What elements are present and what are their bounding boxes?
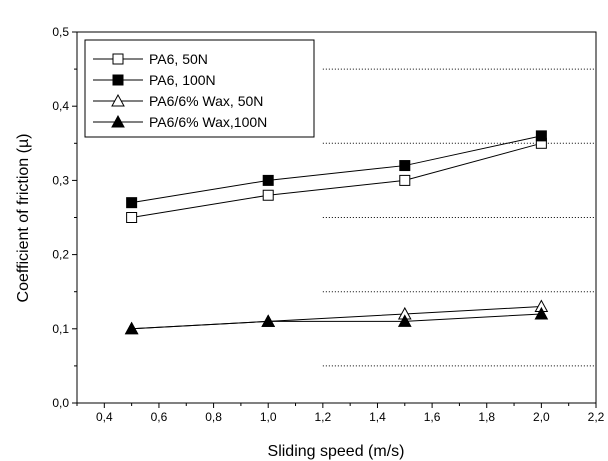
data-point bbox=[262, 189, 274, 201]
data-point bbox=[535, 130, 547, 142]
x-tick-label: 1,0 bbox=[260, 410, 277, 424]
data-point bbox=[126, 197, 138, 209]
series-line bbox=[131, 135, 542, 204]
legend-entry: PA6/6% Wax, 50N bbox=[93, 93, 263, 109]
legend-marker bbox=[112, 74, 124, 86]
legend-label: PA6/6% Wax, 50N bbox=[149, 93, 263, 109]
series-4 bbox=[124, 306, 549, 335]
legend-label: PA6, 100N bbox=[149, 72, 216, 88]
x-axis-title: Sliding speed (m/s) bbox=[268, 443, 405, 460]
series bbox=[124, 130, 549, 335]
data-point bbox=[399, 160, 411, 172]
legend-marker bbox=[111, 93, 125, 107]
axis-ticks: 0,4 0,6 0,8 1,0 1,2 1,4 1,6 1,8 2,0 2,2 0,0 0,1 0,2 0… bbox=[52, 25, 604, 424]
x-tick-label: 1,8 bbox=[478, 410, 495, 424]
data-point bbox=[397, 314, 412, 327]
legend-entry: PA6, 100N bbox=[93, 72, 216, 88]
data-point bbox=[399, 174, 411, 186]
data-point bbox=[261, 314, 276, 327]
data-point bbox=[534, 306, 549, 320]
legend-entry: PA6, 50N bbox=[93, 51, 208, 67]
legend-label: PA6, 50N bbox=[149, 51, 208, 67]
data-point bbox=[262, 174, 274, 186]
legend-marker bbox=[112, 53, 124, 65]
x-tick-label: 0,4 bbox=[96, 410, 113, 424]
series-2 bbox=[126, 130, 547, 209]
data-point bbox=[124, 321, 139, 335]
y-tick-label: 0,2 bbox=[52, 248, 69, 262]
x-tick-label: 0,8 bbox=[205, 410, 222, 424]
series-1 bbox=[126, 137, 547, 223]
x-tick-label: 2,2 bbox=[588, 410, 605, 424]
grid-lines bbox=[322, 68, 596, 367]
legend-entry: PA6/6% Wax,100N bbox=[93, 114, 267, 130]
y-tick-label: 0,4 bbox=[52, 99, 69, 113]
x-tick-label: 1,2 bbox=[314, 410, 331, 424]
x-tick-label: 1,6 bbox=[424, 410, 441, 424]
data-point bbox=[126, 212, 138, 223]
y-tick-label: 0,3 bbox=[52, 173, 69, 187]
legend-label: PA6/6% Wax,100N bbox=[149, 114, 267, 130]
x-tick-label: 0,6 bbox=[151, 410, 168, 424]
series-line bbox=[131, 313, 542, 330]
legend: PA6, 50N PA6, 100N PA6/6% Wax, 50N PA6/6% W… bbox=[84, 39, 315, 138]
y-tick-label: 0,5 bbox=[52, 25, 69, 39]
series-line bbox=[131, 142, 542, 218]
y-axis-title: Coefficient of friction (µ) bbox=[15, 134, 32, 303]
x-tick-label: 2,0 bbox=[533, 410, 550, 424]
y-tick-label: 0,1 bbox=[52, 322, 69, 336]
legend-marker bbox=[111, 114, 125, 128]
y-tick-label: 0,0 bbox=[52, 396, 69, 410]
x-tick-label: 1,4 bbox=[369, 410, 386, 424]
